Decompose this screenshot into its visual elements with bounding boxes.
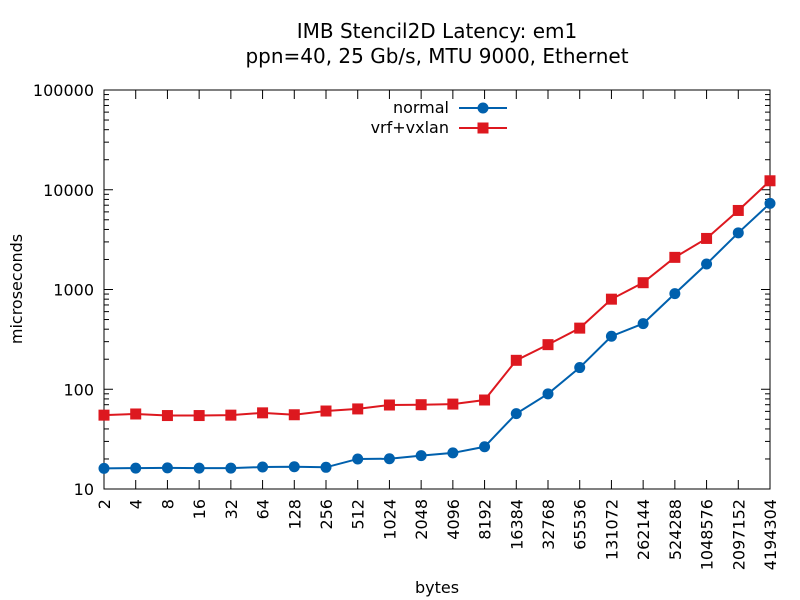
x-tick-label: 128 <box>285 499 304 530</box>
data-point <box>225 409 237 421</box>
data-point <box>510 408 522 420</box>
data-point <box>193 410 205 422</box>
data-point <box>447 398 459 410</box>
legend-entry: normal <box>393 98 507 117</box>
x-tick-label: 16 <box>190 499 209 519</box>
data-point <box>605 330 617 342</box>
data-point <box>320 461 332 473</box>
x-tick-label: 4096 <box>444 499 463 540</box>
x-tick-label: 512 <box>349 499 368 530</box>
data-point <box>574 322 586 334</box>
data-point <box>732 204 744 216</box>
chart-title: IMB Stencil2D Latency: em1 <box>297 19 578 43</box>
x-tick-label: 32 <box>222 499 241 519</box>
data-point <box>257 461 269 473</box>
x-tick-label: 4194304 <box>761 499 780 570</box>
x-tick-label: 1048576 <box>698 499 717 570</box>
data-point <box>415 399 427 411</box>
data-point <box>764 197 776 209</box>
data-point <box>161 410 173 422</box>
data-point <box>288 461 300 473</box>
series-vrf-vxlan <box>98 175 776 422</box>
data-point <box>257 407 269 419</box>
x-tick-label: 4 <box>127 499 146 509</box>
legend-entry: vrf+vxlan <box>371 118 507 137</box>
x-tick-label: 2 <box>95 499 114 509</box>
data-point <box>479 394 491 406</box>
data-point <box>352 403 364 415</box>
data-point <box>193 462 205 474</box>
y-axis-label: microseconds <box>7 234 26 344</box>
data-point <box>669 251 681 263</box>
legend-label: vrf+vxlan <box>371 118 449 137</box>
data-point <box>415 450 427 462</box>
y-tick-label: 100000 <box>33 81 94 100</box>
y-tick-label: 100 <box>63 380 94 399</box>
data-point <box>225 462 237 474</box>
data-point <box>542 339 554 351</box>
data-point <box>764 175 776 187</box>
data-point <box>637 318 649 330</box>
x-tick-label: 1024 <box>380 499 399 540</box>
y-tick-label: 10000 <box>43 181 94 200</box>
x-tick-label: 262144 <box>634 499 653 560</box>
data-point <box>669 288 681 300</box>
data-point <box>320 405 332 417</box>
data-point <box>701 232 713 244</box>
data-point <box>383 453 395 465</box>
x-tick-label: 131072 <box>602 499 621 560</box>
x-tick-label: 8192 <box>476 499 495 540</box>
x-tick-label: 2048 <box>412 499 431 540</box>
x-tick-label: 2097152 <box>729 499 748 570</box>
data-point <box>130 408 142 420</box>
data-point <box>161 462 173 474</box>
data-point <box>637 277 649 289</box>
data-point <box>542 388 554 400</box>
x-tick-label: 64 <box>254 499 273 519</box>
data-point <box>479 441 491 453</box>
data-point <box>352 453 364 465</box>
x-tick-label: 32768 <box>539 499 558 550</box>
data-point <box>510 354 522 366</box>
data-point <box>732 227 744 239</box>
plot-frame <box>103 89 771 490</box>
y-tick-label: 10 <box>74 480 94 499</box>
y-tick-label: 1000 <box>53 281 94 300</box>
data-point <box>288 409 300 421</box>
x-tick-label: 65536 <box>571 499 590 550</box>
x-tick-label: 16384 <box>507 499 526 550</box>
legend-marker <box>477 102 489 114</box>
legend-marker <box>477 122 489 134</box>
x-tick-label: 524288 <box>666 499 685 560</box>
data-point <box>574 362 586 374</box>
data-point <box>701 258 713 270</box>
data-point <box>383 399 395 411</box>
data-point <box>605 293 617 305</box>
data-point <box>98 409 110 421</box>
x-tick-label: 8 <box>158 499 177 509</box>
series-line <box>103 180 771 417</box>
x-axis-label: bytes <box>415 578 459 597</box>
series-normal <box>98 197 776 474</box>
x-tick-label: 256 <box>317 499 336 530</box>
data-point <box>98 462 110 474</box>
series-line <box>103 202 771 470</box>
chart-subtitle: ppn=40, 25 Gb/s, MTU 9000, Ethernet <box>245 44 628 68</box>
data-point <box>447 447 459 459</box>
data-point <box>130 462 142 474</box>
legend-label: normal <box>393 98 449 117</box>
